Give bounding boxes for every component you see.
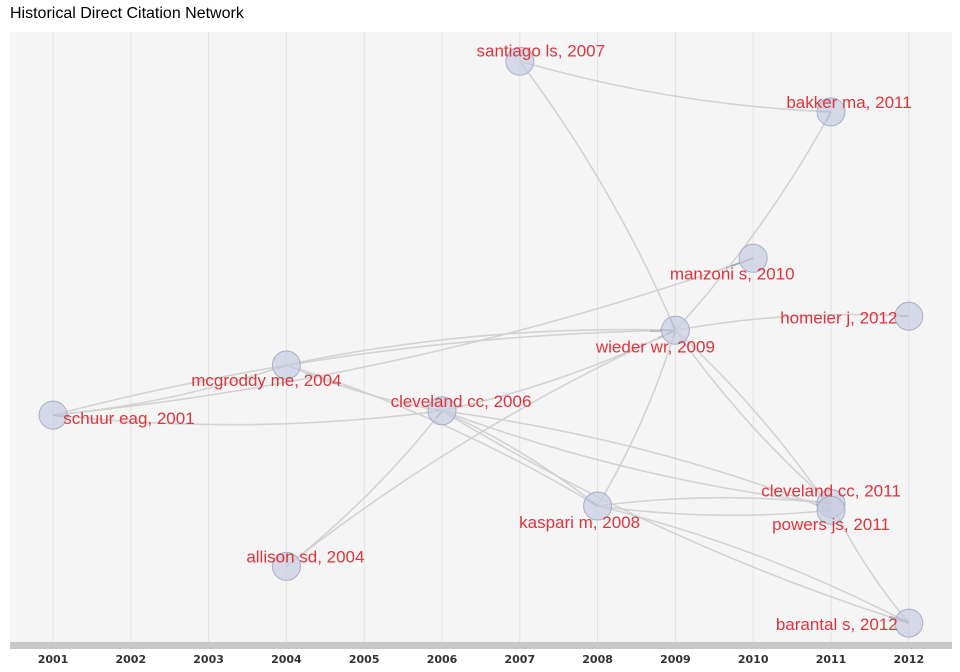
citation-edge xyxy=(597,496,832,507)
x-axis-bar xyxy=(10,642,952,649)
citation-edge xyxy=(441,410,910,624)
node-manzoni2010 xyxy=(738,243,768,273)
citation-edge xyxy=(674,329,832,505)
x-tick-label: 2001 xyxy=(38,653,69,666)
node-cleveland2006 xyxy=(427,396,457,426)
x-tick-label: 2003 xyxy=(193,653,224,666)
node-wieder2009 xyxy=(660,315,690,345)
x-tick-label: 2009 xyxy=(660,653,691,666)
citation-edge xyxy=(52,410,443,426)
node-powers2011 xyxy=(816,495,846,525)
node-mcgroddy2004 xyxy=(271,350,301,380)
x-tick-label: 2006 xyxy=(427,653,458,666)
chart-title: Historical Direct Citation Network xyxy=(10,5,244,22)
node-label-homeier2012: homeier j, 2012 xyxy=(780,308,897,327)
node-label-allison2004: allison sd, 2004 xyxy=(246,547,364,566)
node-santiago2007 xyxy=(505,46,535,76)
node-label-wieder2009: wieder wr, 2009 xyxy=(595,337,715,356)
x-tick-label: 2004 xyxy=(271,653,302,666)
citation-edge xyxy=(286,364,599,507)
node-kaspari2008 xyxy=(583,491,613,521)
citation-edge xyxy=(441,410,599,507)
labels-group: schuur eag, 2001 mcgroddy me, 2004 allison… xyxy=(63,41,911,634)
node-homeier2012 xyxy=(894,301,924,331)
citation-edge xyxy=(519,60,832,113)
node-label-cleveland2006: cleveland cc, 2006 xyxy=(391,392,532,411)
node-schuur2001 xyxy=(38,400,68,430)
nodes-group xyxy=(38,46,924,638)
citation-edge xyxy=(674,111,832,331)
node-label-manzoni2010: manzoni s, 2010 xyxy=(670,264,795,283)
citation-edge xyxy=(675,313,909,332)
citation-edge xyxy=(285,329,676,567)
x-tick-label: 2002 xyxy=(115,653,146,666)
x-tick-label: 2010 xyxy=(738,653,769,666)
citation-edge xyxy=(674,329,832,511)
citation-edge xyxy=(52,257,754,416)
citation-edge xyxy=(597,505,832,517)
x-tick-label: 2008 xyxy=(582,653,613,666)
citation-edge xyxy=(597,505,910,624)
x-tick-label: 2005 xyxy=(349,653,380,666)
citation-edge xyxy=(441,410,832,511)
plot-panel xyxy=(10,32,952,642)
x-tick-label: 2011 xyxy=(816,653,847,666)
node-label-powers2011: powers js, 2011 xyxy=(772,515,890,534)
citation-edge xyxy=(596,330,677,507)
node-label-kaspari2008: kaspari m, 2008 xyxy=(519,513,640,532)
node-label-schuur2001: schuur eag, 2001 xyxy=(63,409,194,428)
node-bakker2011 xyxy=(816,97,846,127)
citation-edge xyxy=(441,410,832,505)
node-label-cleveland2011: cleveland cc, 2011 xyxy=(761,482,901,501)
x-tick-label: 2012 xyxy=(893,653,924,666)
citation-edge xyxy=(286,364,443,412)
node-barantal2012 xyxy=(894,608,924,638)
node-label-mcgroddy2004: mcgroddy me, 2004 xyxy=(191,371,341,390)
citation-edge xyxy=(519,60,677,331)
citation-edge xyxy=(441,329,676,412)
node-label-barantal2012: barantal s, 2012 xyxy=(776,615,898,634)
node-label-bakker2011: bakker ma, 2011 xyxy=(786,93,911,112)
node-allison2004 xyxy=(271,551,301,581)
x-tick-label: 2007 xyxy=(504,653,535,666)
citation-edge xyxy=(52,329,676,416)
citation-edge xyxy=(286,328,676,366)
node-label-santiago2007: santiago ls, 2007 xyxy=(477,41,606,60)
